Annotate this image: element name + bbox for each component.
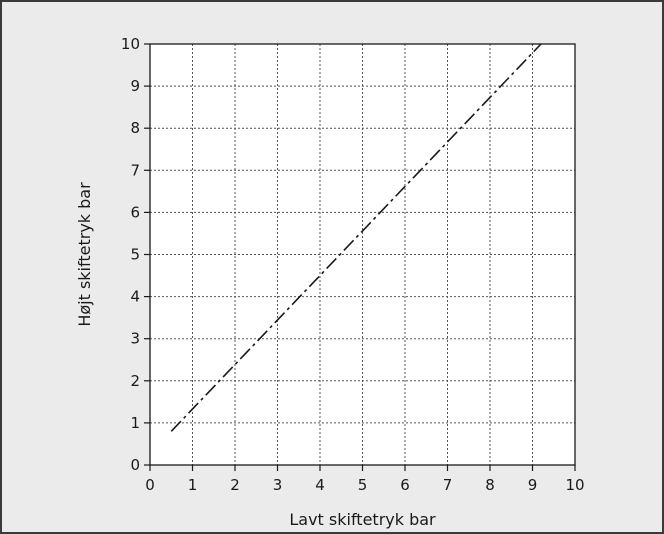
- y-axis-ticks: 0 1 2 3 4 5 6 7 8 9 10: [121, 35, 150, 474]
- y-tick-label: 9: [130, 77, 140, 95]
- y-tick-label: 3: [130, 330, 140, 348]
- y-tick-label: 10: [121, 35, 140, 53]
- y-tick-label: 4: [130, 288, 140, 306]
- x-tick-label: 4: [315, 476, 325, 494]
- x-tick-label: 9: [528, 476, 538, 494]
- x-tick-label: 1: [188, 476, 198, 494]
- x-tick-label: 10: [565, 476, 584, 494]
- y-axis-title: Højt skiftetryk bar: [75, 182, 94, 327]
- x-tick-label: 0: [145, 476, 155, 494]
- x-tick-label: 7: [443, 476, 453, 494]
- y-tick-label: 0: [130, 456, 140, 474]
- x-tick-label: 6: [400, 476, 410, 494]
- y-tick-label: 5: [130, 246, 140, 264]
- x-tick-label: 2: [230, 476, 240, 494]
- y-tick-label: 7: [130, 161, 140, 179]
- x-tick-label: 8: [485, 476, 495, 494]
- grid-lines: [150, 44, 575, 465]
- x-tick-label: 5: [358, 476, 368, 494]
- y-tick-label: 1: [130, 414, 140, 432]
- x-axis-title: Lavt skiftetryk bar: [289, 510, 436, 529]
- x-tick-label: 3: [273, 476, 283, 494]
- x-axis-ticks: 0 1 2 3 4 5 6 7 8 9 10: [145, 465, 585, 494]
- y-tick-label: 8: [130, 119, 140, 137]
- y-tick-label: 6: [130, 203, 140, 221]
- y-tick-label: 2: [130, 372, 140, 390]
